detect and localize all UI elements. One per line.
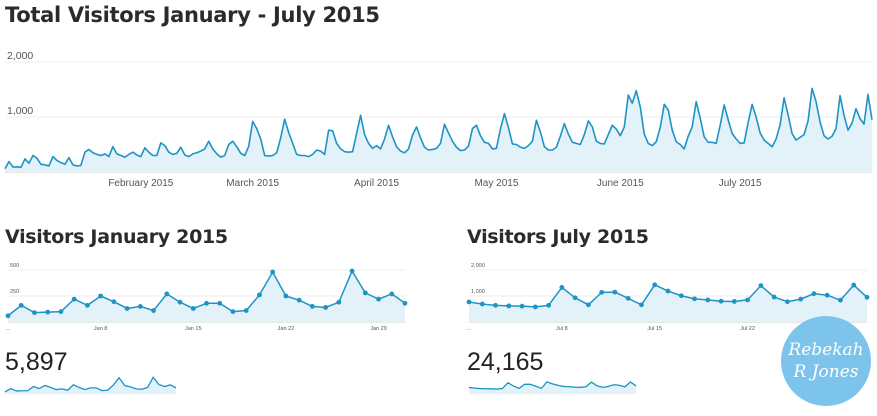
january-chart-data-point xyxy=(309,304,315,309)
watermark-logo: Rebekah R Jones xyxy=(781,316,871,406)
july-chart-data-point xyxy=(718,298,724,304)
january-chart-x-tick-label: ... xyxy=(6,326,11,332)
january-chart-data-point xyxy=(5,313,11,319)
january-chart-data-point xyxy=(217,300,223,306)
january-chart-data-point xyxy=(257,292,262,298)
january-chart-data-point xyxy=(349,268,355,274)
january-chart-data-point xyxy=(137,304,143,309)
july-chart-data-point xyxy=(599,289,605,295)
watermark-line-2: R Jones xyxy=(793,362,859,382)
july-chart-data-point xyxy=(493,302,498,308)
july-chart-x-tick-label: Jul 15 xyxy=(647,326,662,332)
july-chart-data-point xyxy=(612,289,618,295)
july-chart-data-point xyxy=(851,282,857,288)
july-chart-data-point xyxy=(745,297,750,303)
july-chart-data-point xyxy=(758,283,764,288)
july-chart-data-point xyxy=(678,293,684,299)
january-chart-data-point xyxy=(177,299,183,305)
january-chart-data-point xyxy=(323,305,328,310)
january-chart-data-point xyxy=(71,296,77,302)
january-chart-data-point xyxy=(376,296,381,302)
july-total-visitors: 24,165 xyxy=(467,348,544,376)
january-chart-data-point xyxy=(362,290,368,296)
july-chart-data-point xyxy=(824,292,830,298)
july-chart-data-point xyxy=(546,302,551,308)
january-chart-data-point xyxy=(164,291,170,297)
january-chart-x-tick-label: Jan 22 xyxy=(278,326,295,332)
july-chart-data-point xyxy=(479,301,485,307)
july-chart-data-point xyxy=(771,294,777,300)
july-chart-data-point xyxy=(692,296,697,302)
january-chart-data-point xyxy=(230,309,236,314)
january-chart-x-tick-label: Jan 29 xyxy=(370,326,387,332)
july-sparkline xyxy=(468,381,637,390)
january-chart-data-point xyxy=(336,299,342,305)
january-chart-y-tick-label: 500 xyxy=(10,263,19,269)
total-visitors-chart-x-tick-label: July 2015 xyxy=(719,178,762,189)
january-chart-data-point xyxy=(296,297,302,303)
july-chart-data-point xyxy=(838,297,843,303)
january-chart-area xyxy=(8,271,405,322)
january-chart-data-point xyxy=(151,308,156,313)
july-chart-data-point xyxy=(665,288,671,294)
january-chart-data-point xyxy=(190,306,196,311)
total-visitors-chart-series-line xyxy=(4,87,873,170)
july-chart-data-point xyxy=(572,295,578,301)
january-sparkline-area xyxy=(5,377,176,394)
total-visitors-chart-area xyxy=(5,88,872,172)
july-chart-y-tick-label: 2,000 xyxy=(471,263,485,269)
january-chart-x-tick-label: Jan 15 xyxy=(185,326,202,332)
total-visitors-chart-y-tick-label: 1,000 xyxy=(7,105,33,117)
january-chart-data-point xyxy=(389,291,395,297)
july-chart-data-point xyxy=(798,296,804,302)
july-chart-title: Visitors July 2015 xyxy=(467,226,649,248)
january-chart-data-point xyxy=(204,300,209,306)
total-visitors-chart-x-tick-label: June 2015 xyxy=(597,178,644,189)
total-visitors-chart-x-tick-label: April 2015 xyxy=(354,178,399,189)
july-chart-x-tick-label: Jul 8 xyxy=(556,326,568,332)
january-sparkline xyxy=(4,376,177,393)
july-chart-data-point xyxy=(532,304,538,310)
january-chart-data-point xyxy=(85,302,90,308)
july-chart-x-tick-label: ... xyxy=(467,326,472,332)
january-total-visitors: 5,897 xyxy=(5,348,68,376)
july-chart-data-point xyxy=(519,303,525,309)
january-chart-data-point xyxy=(18,302,24,308)
january-chart-data-point xyxy=(45,309,51,315)
page-title: Total Visitors January - July 2015 xyxy=(5,3,380,27)
july-chart-data-point xyxy=(705,297,711,303)
july-chart-data-point xyxy=(731,299,737,304)
january-chart-data-point xyxy=(270,269,276,275)
july-chart-data-point xyxy=(559,285,565,290)
total-visitors-chart-x-tick-label: May 2015 xyxy=(474,178,518,189)
july-chart-data-point xyxy=(811,291,817,297)
july-chart-data-point xyxy=(785,299,790,305)
january-chart-data-point xyxy=(243,308,249,313)
january-chart-data-point xyxy=(124,306,130,311)
january-chart-data-point xyxy=(32,310,37,316)
july-chart-data-point xyxy=(652,282,658,288)
total-visitors-chart-y-tick-label: 2,000 xyxy=(7,50,33,62)
total-visitors-chart-x-tick-label: March 2015 xyxy=(226,178,279,189)
july-chart-data-point xyxy=(586,302,591,308)
january-chart-y-tick-label: 250 xyxy=(10,289,19,295)
january-chart-data-point xyxy=(58,309,64,314)
july-chart-data-point xyxy=(625,295,631,301)
january-chart-title: Visitors January 2015 xyxy=(5,226,228,248)
january-chart-data-point xyxy=(111,299,117,305)
july-chart-data-point xyxy=(466,299,472,305)
july-chart-data-point xyxy=(864,294,870,300)
january-chart-data-point xyxy=(283,293,289,299)
july-chart-data-point xyxy=(506,303,512,309)
watermark-line-1: Rebekah xyxy=(788,340,864,360)
total-visitors-chart-x-tick-label: February 2015 xyxy=(108,178,173,189)
january-chart-x-tick-label: Jan 8 xyxy=(94,326,107,332)
january-chart-data-point xyxy=(402,300,408,306)
january-chart-data-point xyxy=(98,293,104,299)
july-chart-y-tick-label: 1,000 xyxy=(471,289,485,295)
july-chart-x-tick-label: Jul 22 xyxy=(740,326,755,332)
july-chart-area xyxy=(469,284,867,322)
july-chart-data-point xyxy=(639,302,644,308)
